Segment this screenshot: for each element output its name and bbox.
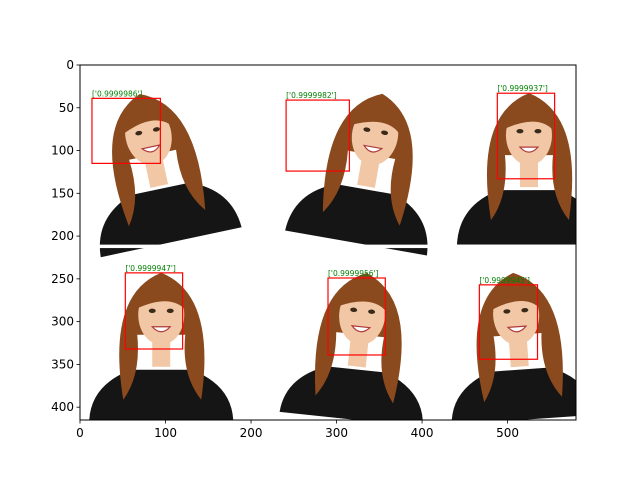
portrait	[285, 93, 428, 256]
face-bounding-box	[327, 277, 386, 356]
smile	[518, 146, 540, 153]
eye	[381, 130, 389, 136]
axes-frame	[79, 64, 577, 421]
confidence-label: ['0.9999986']	[92, 89, 143, 98]
eye	[363, 127, 371, 132]
x-tick-label: 300	[325, 426, 348, 440]
face-bounding-box	[124, 272, 184, 350]
y-tick-label: 0	[66, 58, 74, 72]
y-tick-label: 150	[51, 186, 74, 200]
row-gap	[80, 244, 576, 249]
confidence-label: ['0.9999945']	[479, 276, 530, 285]
neck	[152, 336, 171, 367]
x-tick-label: 100	[154, 426, 177, 440]
fringe	[503, 101, 555, 132]
confidence-label: ['0.9999937']	[497, 84, 548, 93]
eye	[135, 130, 143, 136]
portrait	[279, 273, 423, 420]
eye	[368, 309, 376, 314]
eye	[521, 307, 529, 313]
face-bounding-box	[496, 92, 556, 180]
smile	[350, 325, 372, 333]
x-axis: 0 100 200 300 400 500	[76, 420, 519, 440]
portrait	[456, 93, 576, 245]
smile	[506, 325, 528, 333]
eye	[148, 308, 156, 313]
smile	[362, 144, 384, 153]
photo-collage	[80, 65, 576, 420]
fringe	[136, 281, 187, 311]
eye	[534, 128, 542, 134]
fringe	[122, 101, 173, 135]
black-top	[99, 182, 242, 258]
confidence-label: ['0.9999947']	[125, 264, 176, 273]
eye	[503, 309, 511, 314]
y-tick-label: 300	[51, 315, 74, 329]
face-bounding-box	[478, 284, 539, 360]
y-tick-label: 50	[59, 101, 74, 115]
portrait	[451, 272, 576, 420]
smile	[140, 144, 161, 153]
eye	[166, 308, 174, 313]
confidence-label: ['0.9999956']	[328, 269, 379, 278]
fringe	[351, 102, 402, 136]
eye	[350, 307, 358, 313]
y-tick-label: 250	[51, 272, 74, 286]
confidence-label: ['0.9999982']	[286, 91, 337, 100]
neck	[519, 157, 538, 188]
smile	[150, 326, 172, 333]
y-tick-label: 200	[51, 229, 74, 243]
fringe	[490, 281, 541, 311]
face-detections: ['0.9999986'] ['0.9999982'] ['0.9999937'] […	[91, 84, 556, 360]
y-axis: 0 50 100 150 200 250 300 350 400	[51, 58, 80, 414]
eye	[152, 127, 160, 132]
eye	[516, 128, 524, 134]
y-tick-label: 100	[51, 144, 74, 158]
x-tick-label: 200	[240, 426, 263, 440]
x-tick-label: 0	[76, 426, 84, 440]
x-tick-label: 400	[411, 426, 434, 440]
fringe	[337, 281, 388, 314]
black-top	[456, 190, 576, 245]
y-tick-label: 350	[51, 357, 74, 371]
face-bounding-box	[91, 97, 161, 164]
x-tick-label: 500	[496, 426, 519, 440]
face-bounding-box	[285, 99, 350, 172]
y-tick-label: 400	[51, 400, 74, 414]
